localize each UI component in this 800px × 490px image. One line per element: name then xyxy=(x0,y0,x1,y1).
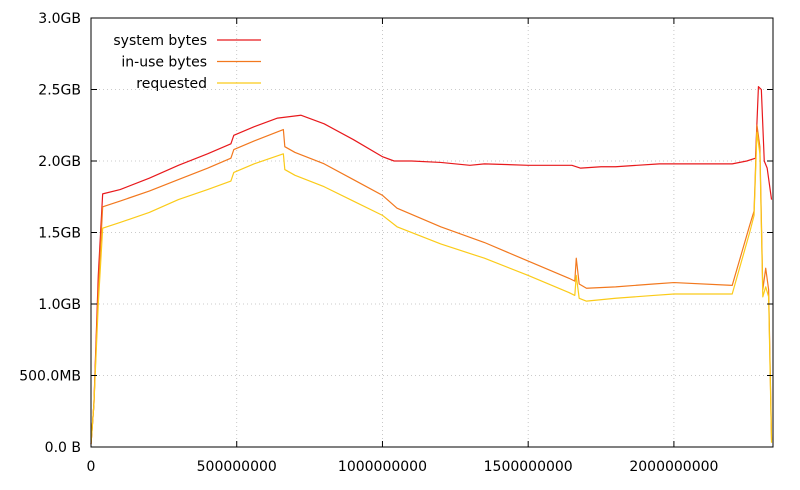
y-tick-label: 2.0GB xyxy=(38,154,81,170)
x-tick-label: 2000000000 xyxy=(629,459,718,475)
grid xyxy=(91,18,773,447)
x-tick-labels: 0 500000000 1000000000 1500000000 2000000000 xyxy=(87,459,719,475)
y-tick-label: 1.5GB xyxy=(38,226,81,242)
series-line-2 xyxy=(90,124,773,445)
y-tick-label: 1.0GB xyxy=(38,297,81,313)
legend-label: requested xyxy=(136,76,207,92)
ticks xyxy=(90,17,773,448)
series-line-1 xyxy=(90,86,773,445)
y-tick-labels: 0.0 B 500.0MB 1.0GB 1.5GB 2.0GB 2.5GB 3.0GB xyxy=(19,11,81,456)
legend-label: in-use bytes xyxy=(121,55,207,71)
y-tick-label: 2.5GB xyxy=(38,83,81,99)
y-tick-label: 0.0 B xyxy=(45,440,81,456)
series-line-3 xyxy=(90,131,773,445)
x-tick-label: 1500000000 xyxy=(484,459,573,475)
x-tick-label: 1000000000 xyxy=(338,459,427,475)
x-tick-label: 0 xyxy=(87,459,96,475)
y-tick-label: 3.0GB xyxy=(38,11,81,27)
y-tick-label: 500.0MB xyxy=(19,369,81,385)
legend: system bytes in-use bytes requested xyxy=(113,33,261,92)
series-layer xyxy=(90,86,773,445)
x-tick-label: 500000000 xyxy=(197,459,277,475)
legend-label: system bytes xyxy=(113,33,207,49)
